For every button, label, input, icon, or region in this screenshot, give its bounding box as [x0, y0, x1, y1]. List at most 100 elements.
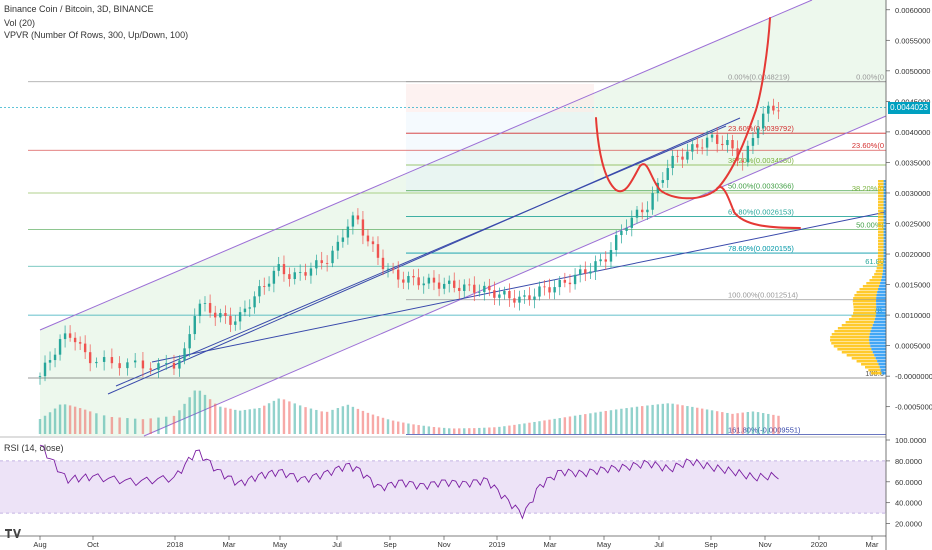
candle-body: [407, 276, 410, 283]
rsi-indicator-label[interactable]: RSI (14, close): [4, 443, 64, 453]
candle-body: [356, 215, 360, 220]
candle-body: [402, 279, 405, 283]
fib-label-right: 38.20%(0.0034580): [728, 156, 794, 165]
vpvr-bar-down: [877, 234, 884, 237]
vpvr-bar-up: [879, 366, 886, 369]
candle-body: [553, 287, 556, 293]
candles: [38, 98, 780, 385]
vpvr-bar-down: [878, 189, 884, 192]
vpvr-bar-down: [853, 303, 877, 306]
volume-bar: [589, 413, 592, 434]
rsi-band: [0, 460, 886, 514]
projection-drawing: [595, 17, 801, 229]
candle-body: [183, 348, 186, 361]
candle-body: [448, 280, 451, 284]
vpvr-bar-up: [883, 261, 886, 264]
tradingview-logo-icon[interactable]: [4, 527, 22, 539]
candle-body: [473, 284, 476, 293]
candle-body: [488, 285, 491, 291]
trend-line-2: [115, 125, 727, 387]
channel-lower: [143, 115, 887, 437]
time-tick-label: 2018: [167, 540, 184, 549]
volume-bar: [396, 421, 400, 434]
volume-bar: [126, 418, 129, 434]
vpvr-bar-up: [883, 189, 886, 192]
fib-label-left: 23.60%(0: [852, 141, 884, 150]
volume-bar: [746, 412, 750, 434]
candle-body: [341, 237, 345, 242]
candle-body: [573, 274, 577, 285]
candle-body: [641, 209, 644, 213]
volume-bar: [432, 427, 436, 434]
volume-bar: [272, 400, 276, 434]
vpvr-bar-up: [883, 231, 886, 234]
candle-body: [351, 215, 355, 227]
volume-bar: [293, 403, 296, 434]
vpvr-bar-down: [878, 192, 884, 195]
vpvr-bar-up: [871, 327, 886, 330]
channel-upper: [39, 0, 813, 331]
vpvr-bar-up: [881, 279, 886, 282]
volume-bar: [288, 401, 291, 434]
vpvr-bar-down: [856, 360, 878, 363]
symbol-title[interactable]: Binance Coin / Bitcoin, 3D, BINANCE: [4, 4, 154, 14]
candle-body: [43, 362, 47, 377]
volume-bar: [528, 422, 531, 434]
vpvr-bar-down: [878, 225, 884, 228]
volume-bar: [676, 404, 679, 434]
volume-bar: [666, 403, 669, 434]
volume-profile: [830, 180, 886, 375]
volume-bar: [253, 408, 256, 434]
volume-bar: [681, 405, 684, 434]
volume-bar: [700, 408, 704, 434]
volume-bar: [483, 427, 486, 434]
vpvr-bar-up: [875, 357, 886, 360]
candle-body: [620, 230, 623, 236]
candle-body: [463, 284, 466, 291]
volume-bar: [402, 422, 405, 434]
vpvr-bar-down: [853, 312, 877, 315]
candle-body: [381, 257, 385, 270]
volume-bar: [157, 417, 160, 434]
candle-body: [609, 250, 613, 262]
candle-body: [625, 227, 628, 231]
volume-bar: [427, 426, 431, 434]
volume-bar: [331, 409, 334, 434]
price-tick-label: 0.0020000: [895, 250, 930, 259]
volume-bar: [620, 408, 623, 434]
volume-bar: [568, 416, 572, 434]
vpvr-bar-down: [878, 207, 884, 210]
candle-body: [118, 363, 121, 369]
price-tick-label: 0.0055000: [895, 36, 930, 45]
vpvr-bar-down: [856, 291, 878, 294]
volume-bar: [448, 428, 451, 434]
vpvr-bar-down: [851, 315, 876, 318]
candle-body: [543, 286, 546, 288]
candle-body: [666, 168, 669, 181]
candle-body: [243, 308, 247, 313]
vpvr-bar-up: [882, 273, 886, 276]
candle-body: [756, 128, 760, 139]
price-tick-label: 0.0040000: [895, 128, 930, 137]
volume-bar: [366, 412, 370, 434]
vpvr-bar-up: [883, 192, 886, 195]
vpvr-bar-up: [883, 267, 886, 270]
vpvr-bar-up: [876, 306, 886, 309]
vpvr-indicator-label[interactable]: VPVR (Number Of Rows, 300, Up/Down, 100): [4, 30, 189, 40]
vpvr-bar-up: [876, 297, 886, 300]
vpvr-bar-down: [877, 237, 884, 240]
candle-body: [304, 272, 307, 276]
volume-bar: [258, 408, 261, 434]
candle-body: [126, 362, 129, 369]
time-axis[interactable]: Aug Oct 2018 Mar May Jul Sep Nov 2019 Mar May Jul Se…: [0, 535, 886, 549]
volume-bar: [298, 405, 302, 434]
candle-body: [102, 357, 106, 362]
volume-bar: [594, 412, 597, 434]
volume-bar: [696, 407, 699, 434]
volume-indicator-label[interactable]: Vol (20): [4, 18, 36, 28]
price-axis[interactable]: 0.00600000.00550000.00500000.00450000.00…: [885, 0, 932, 550]
candle-body: [751, 138, 755, 146]
candle-body: [88, 352, 92, 364]
volume-bar: [58, 404, 62, 434]
